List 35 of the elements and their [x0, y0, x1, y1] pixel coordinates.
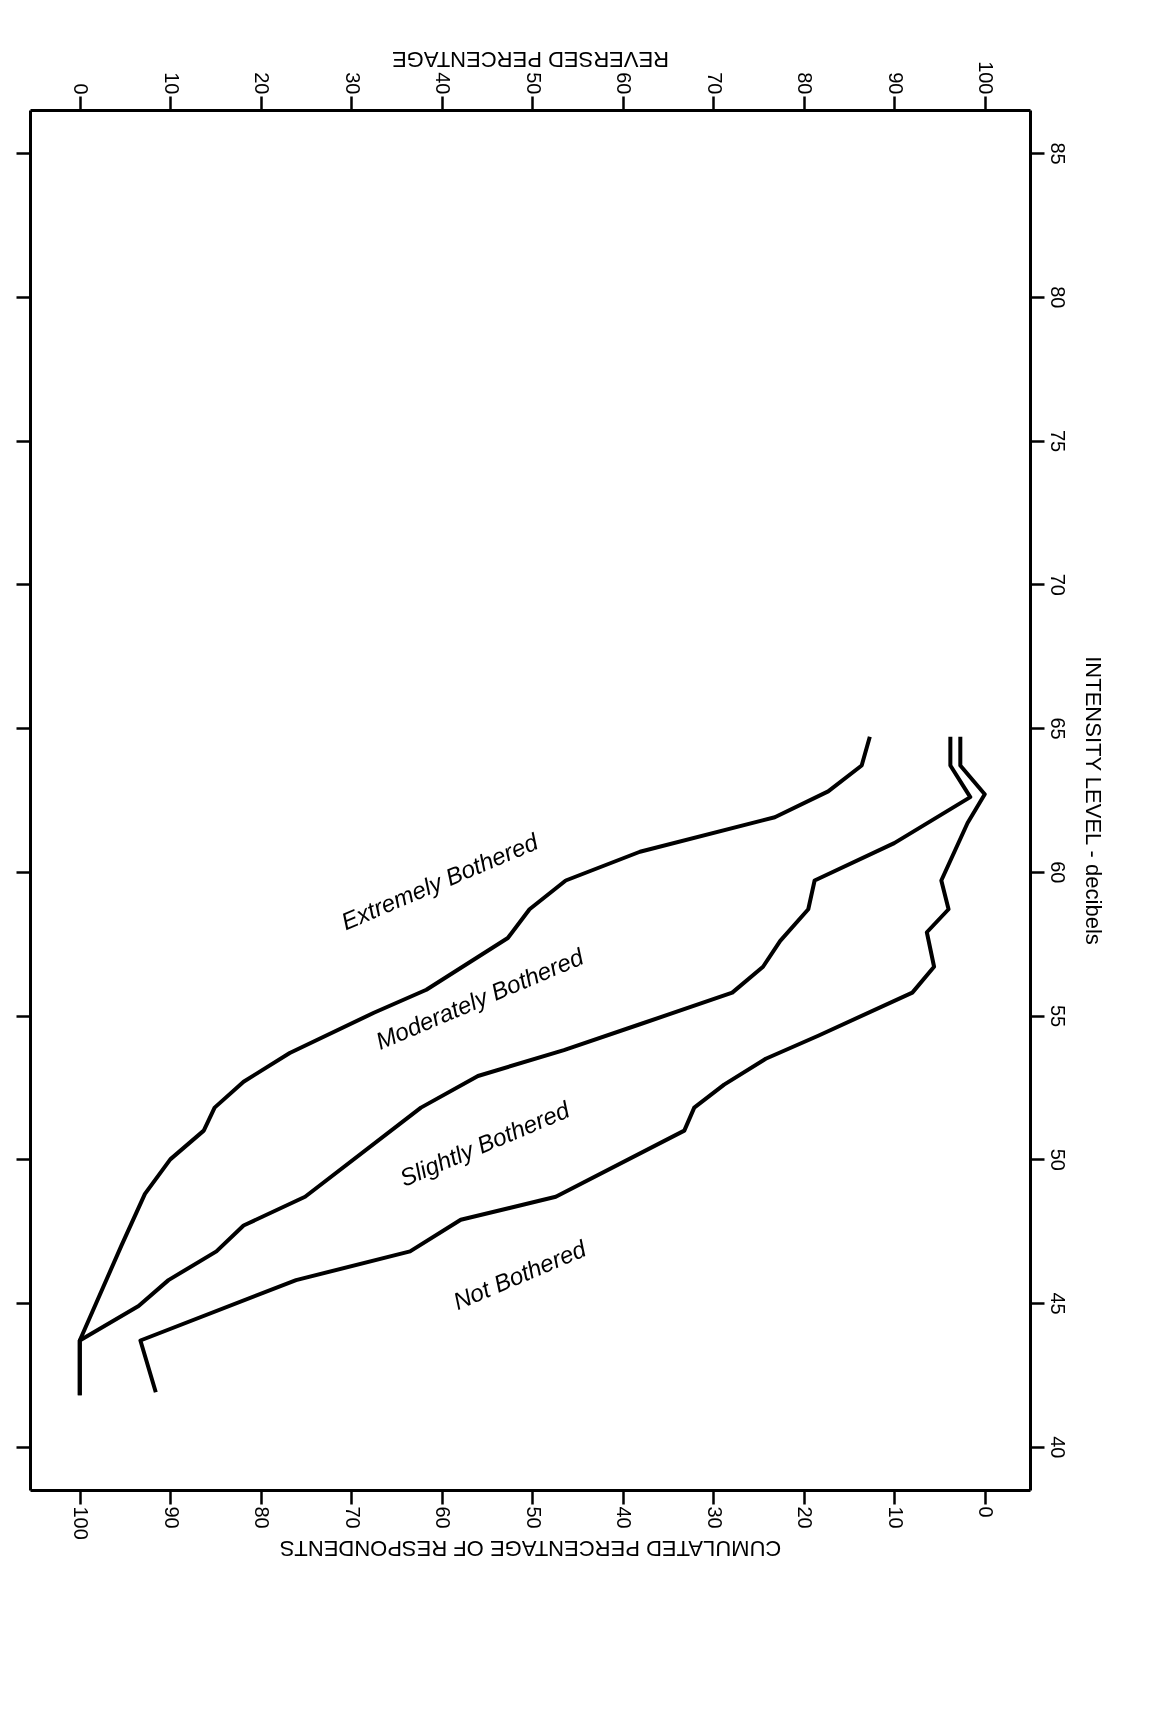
- x2-tick-label: 20: [251, 72, 274, 95]
- y-tick-label: 70: [1046, 573, 1069, 596]
- x2-tick-label: 70: [703, 72, 726, 95]
- x-tick-label: 70: [341, 1506, 364, 1529]
- x2-tick-label: 40: [432, 72, 455, 95]
- x2-tick-label: 80: [794, 72, 817, 95]
- x-tick-label: 90: [160, 1506, 183, 1529]
- y-tick-label: 85: [1046, 142, 1069, 165]
- x2-tick-label: 60: [613, 72, 636, 95]
- x-tick-label: 60: [432, 1506, 455, 1529]
- y-tick-label: 40: [1046, 1436, 1069, 1459]
- y-tick-label: 75: [1046, 430, 1069, 453]
- x2-tick-label: 0: [70, 83, 93, 95]
- x-tick-label: 10: [884, 1506, 907, 1529]
- x-tick-label: 50: [522, 1506, 545, 1529]
- x-axis-title: CUMULATED PERCENTAGE OF RESPONDENTS: [279, 1535, 782, 1561]
- y-tick-label: 80: [1046, 286, 1069, 309]
- x-tick-label: 40: [613, 1506, 636, 1529]
- y-axis-title: INTENSITY LEVEL - decibels: [1080, 656, 1106, 945]
- x2-tick-label: 90: [884, 72, 907, 95]
- x2-tick-label: 100: [975, 61, 998, 95]
- y-tick-label: 60: [1046, 861, 1069, 884]
- x2-tick-label: 30: [341, 72, 364, 95]
- y-tick-label: 45: [1046, 1292, 1069, 1315]
- x-tick-label: 80: [251, 1506, 274, 1529]
- x-tick-label: 30: [703, 1506, 726, 1529]
- x2-axis-title: REVERSED PERCENTAGE: [391, 47, 670, 73]
- y-tick-label: 65: [1046, 717, 1069, 740]
- y-tick-label: 50: [1046, 1148, 1069, 1171]
- y-tick-label: 55: [1046, 1005, 1069, 1028]
- x2-tick-label: 10: [160, 72, 183, 95]
- x-tick-label: 100: [70, 1506, 93, 1540]
- x-tick-label: 0: [975, 1506, 998, 1518]
- x2-tick-label: 50: [522, 72, 545, 95]
- x-tick-label: 20: [794, 1506, 817, 1529]
